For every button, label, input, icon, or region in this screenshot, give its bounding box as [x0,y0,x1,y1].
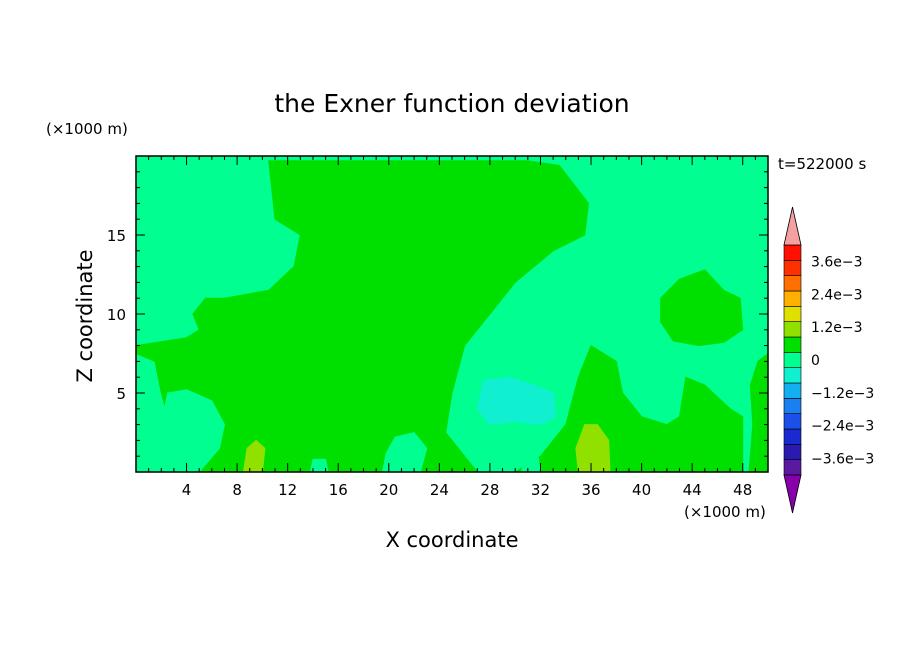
y-tick-label: 5 [116,385,126,403]
x-tick-label: 48 [733,481,752,499]
contour-region-6 [309,458,329,472]
x-tick-label: 8 [232,481,242,499]
x-tick-label: 16 [329,481,348,499]
colorbar-tick-label: 3.6e−3 [811,254,863,270]
y-tick-label: 10 [107,306,126,324]
colorbar-under-triangle [783,474,802,514]
colorbar-segment [783,260,802,276]
contour-region-5 [381,431,428,472]
colorbar-over-triangle [783,206,802,246]
y-axis-label: Z coordinate [73,249,97,382]
colorbar-segment [783,459,802,476]
plot-area [136,156,768,472]
y-tick-label: 15 [107,227,126,245]
contour-region-1 [514,344,744,472]
colorbar-segment [783,321,802,338]
colorbar-tick-label: −3.6e−3 [811,452,874,468]
time-label: t=522000 s [778,155,866,173]
x-tick-label: 28 [480,481,499,499]
contour-region-8 [476,376,557,426]
colorbar-tick-label: 0 [811,353,820,369]
contour-region-2 [660,269,744,347]
y-unit-label: (×1000 m) [46,120,128,138]
colorbar-segment [783,382,802,399]
x-tick-label: 32 [531,481,550,499]
colorbar-tick-label: −1.2e−3 [811,386,874,402]
colorbar-segment [783,367,802,384]
x-unit-label: (×1000 m) [684,503,766,521]
x-tick-label: 24 [430,481,449,499]
colorbar-segment [783,352,802,368]
contour-region-4 [160,389,226,472]
colorbar-tick-label: 1.2e−3 [811,320,863,336]
colorbar: 3.6e−3 2.4e−3 1.2e−3 0 −1.2e−3 −2.4e−3 −3.6e−3 [783,206,874,514]
x-axis-label: X coordinate [385,528,518,552]
contour-region-9 [242,439,266,472]
colorbar-segment [783,336,802,353]
colorbar-segment [783,290,802,307]
x-tick-label: 12 [278,481,297,499]
colorbar-tick-label: −2.4e−3 [811,419,874,435]
x-tick-label: 36 [581,481,600,499]
colorbar-tick-label: 2.4e−3 [811,287,863,303]
colorbar-segment [783,398,802,414]
colorbar-segment [783,428,802,445]
chart-title: the Exner function deviation [274,89,629,118]
colorbar-segment [783,306,802,322]
contour-region-10 [575,424,611,472]
colorbar-segment [783,444,802,460]
contour-region-3 [748,352,768,472]
colorbar-segment [783,413,802,430]
x-tick-label: 44 [683,481,702,499]
colorbar-segment [783,244,802,261]
x-tick-label: 4 [182,481,192,499]
contour-region-0 [136,160,590,472]
contour-region-7 [520,447,542,472]
x-tick-label: 20 [379,481,398,499]
colorbar-segment [783,275,802,292]
x-tick-label: 40 [632,481,651,499]
